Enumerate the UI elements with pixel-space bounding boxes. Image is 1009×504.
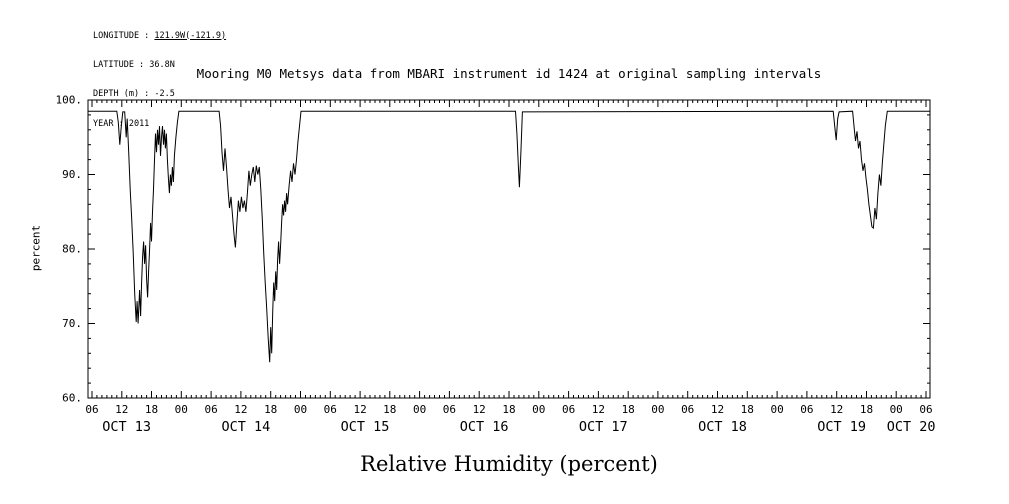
x-tick-label: 12 [353, 403, 366, 416]
x-tick-label: 18 [502, 403, 515, 416]
axis-tick-labels: 06 12 18 00 06 12 18 00 06 12 18 00 06 12 18 00 06 12 18 00… [56, 94, 936, 436]
date-label: OCT 19 [817, 419, 866, 435]
x-tick-label: 06 [443, 403, 456, 416]
y-tick-label: 70. [62, 317, 82, 330]
x-tick-label: 06 [681, 403, 694, 416]
x-tick-label: 12 [234, 403, 247, 416]
date-label: OCT 16 [460, 419, 509, 435]
x-tick-label: 12 [830, 403, 843, 416]
x-tick-label: 06 [204, 403, 217, 416]
date-label: OCT 20 [887, 419, 936, 435]
humidity-line [88, 110, 930, 363]
x-tick-label: 18 [741, 403, 754, 416]
x-tick-label: 00 [175, 403, 188, 416]
x-tick-label: 06 [324, 403, 337, 416]
x-tick-label: 06 [85, 403, 98, 416]
date-label: OCT 17 [579, 419, 628, 435]
x-tick-label: 00 [532, 403, 545, 416]
x-tick-label: 00 [413, 403, 426, 416]
x-tick-label: 06 [562, 403, 575, 416]
metadata-longitude: LONGITUDE : 121.9W(-121.9) [93, 30, 227, 42]
metadata-block: LONGITUDE : 121.9W(-121.9) LATITUDE : 36… [93, 12, 226, 149]
y-axis-label: percent [29, 224, 43, 272]
axis-ticks [88, 99, 930, 399]
date-label: OCT 13 [102, 419, 151, 435]
x-tick-label: 00 [651, 403, 664, 416]
y-tick-label: 80. [62, 243, 82, 256]
date-label: OCT 18 [698, 419, 747, 435]
x-tick-label: 00 [890, 403, 903, 416]
x-axis-label: Relative Humidity (percent) [360, 452, 658, 476]
longitude-label: LONGITUDE : [93, 30, 155, 41]
x-tick-label: 18 [264, 403, 277, 416]
x-tick-label: 06 [800, 403, 813, 416]
x-tick-label: 12 [115, 403, 128, 416]
page-title: Mooring M0 Metsys data from MBARI instru… [196, 66, 822, 81]
x-tick-label: 00 [770, 403, 783, 416]
year-value: 2011 [128, 118, 150, 129]
date-label: OCT 15 [341, 419, 390, 435]
plot-border [87, 99, 931, 399]
x-tick-label: 12 [473, 403, 486, 416]
latitude-value: 36.8N [149, 59, 175, 70]
depth-label: DEPTH (m) : [93, 89, 155, 100]
x-tick-label: 12 [711, 403, 724, 416]
date-label: OCT 14 [222, 419, 271, 435]
y-tick-label: 100. [56, 94, 83, 107]
x-tick-label: 18 [383, 403, 396, 416]
x-tick-label: 00 [294, 403, 307, 416]
metadata-depth: DEPTH (m) : -2.5 [93, 89, 226, 100]
x-tick-label: 18 [145, 403, 158, 416]
x-tick-label: 18 [860, 403, 873, 416]
metadata-latitude: LATITUDE : 36.8N [93, 59, 226, 71]
x-tick-label: 06 [919, 403, 932, 416]
x-tick-label: 18 [622, 403, 635, 416]
depth-value: -2.5 [154, 89, 175, 100]
y-tick-label: 90. [62, 168, 82, 181]
latitude-label: LATITUDE : [93, 59, 150, 70]
y-tick-label: 60. [62, 392, 82, 405]
longitude-value: 121.9W(-121.9) [154, 30, 227, 41]
x-tick-label: 12 [592, 403, 605, 416]
